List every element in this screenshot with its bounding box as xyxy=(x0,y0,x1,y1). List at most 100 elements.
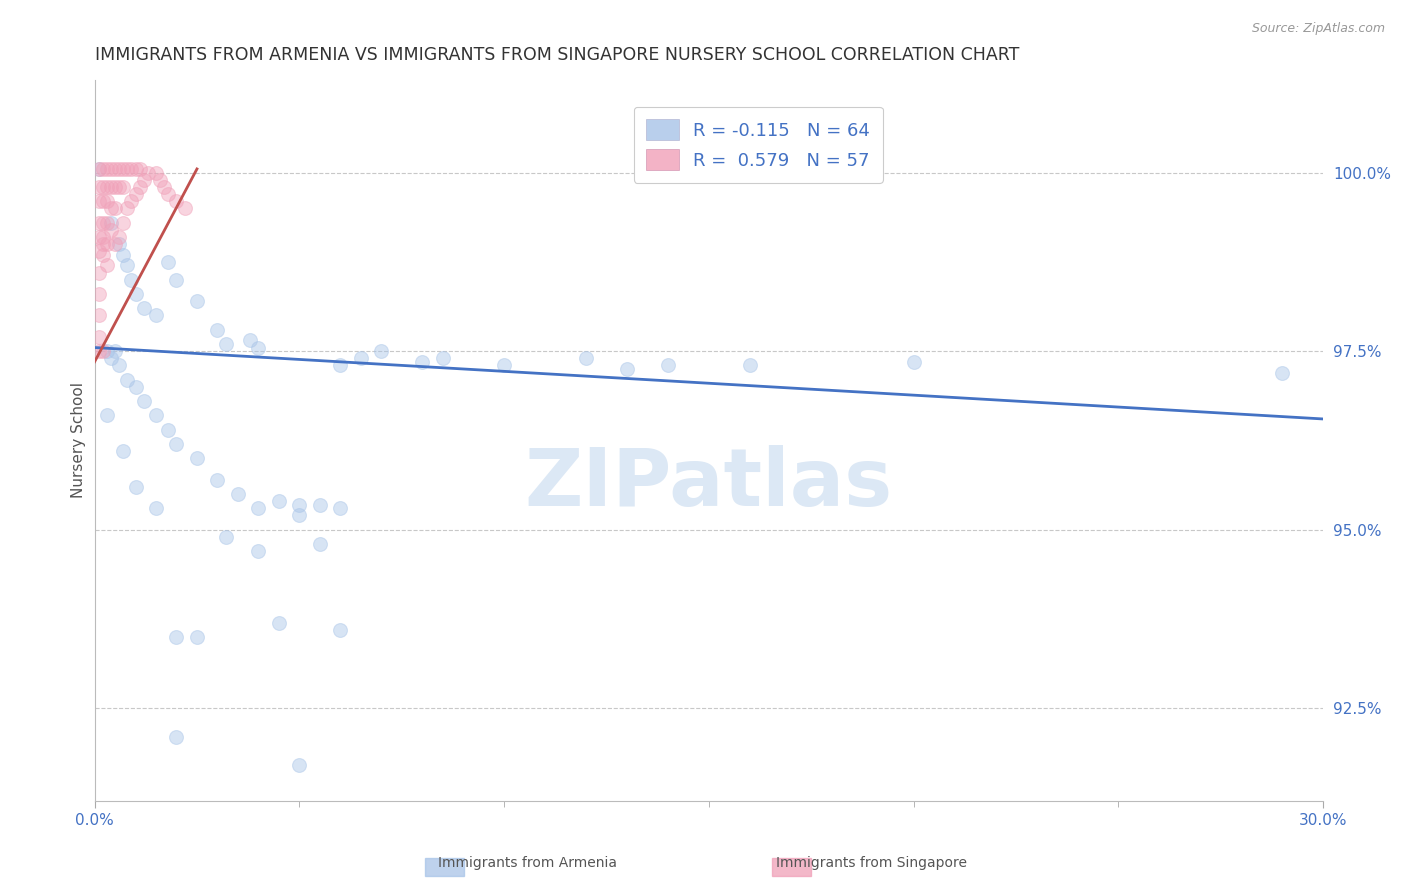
Point xyxy=(186,451,208,466)
Point xyxy=(903,355,925,369)
Point xyxy=(91,229,114,244)
Point xyxy=(350,351,373,366)
Point xyxy=(100,201,122,215)
Point xyxy=(87,309,110,323)
Text: IMMIGRANTS FROM ARMENIA VS IMMIGRANTS FROM SINGAPORE NURSERY SCHOOL CORRELATION : IMMIGRANTS FROM ARMENIA VS IMMIGRANTS FR… xyxy=(94,46,1019,64)
Point xyxy=(117,201,139,215)
Point xyxy=(166,630,188,644)
Point xyxy=(112,179,135,194)
Point xyxy=(100,222,122,236)
Point xyxy=(91,194,114,208)
Point xyxy=(288,508,311,523)
Point xyxy=(87,344,110,359)
Point xyxy=(288,758,311,772)
Point xyxy=(91,236,114,251)
Point xyxy=(108,161,131,176)
Point xyxy=(108,179,131,194)
Text: ZIPatlas: ZIPatlas xyxy=(524,445,893,523)
Point xyxy=(157,423,180,437)
Point xyxy=(91,215,114,229)
Point xyxy=(329,501,352,516)
Point xyxy=(96,161,118,176)
Legend: R = -0.115   N = 64, R =  0.579   N = 57: R = -0.115 N = 64, R = 0.579 N = 57 xyxy=(634,107,883,183)
Point xyxy=(329,623,352,637)
Point xyxy=(112,215,135,229)
Point xyxy=(247,501,270,516)
Point xyxy=(87,229,110,244)
Y-axis label: Nursery School: Nursery School xyxy=(72,383,86,499)
Point xyxy=(370,344,392,359)
Point xyxy=(149,172,172,186)
Point xyxy=(145,165,167,179)
Point xyxy=(96,344,118,359)
Text: Immigrants from Armenia: Immigrants from Armenia xyxy=(437,856,617,870)
Point xyxy=(738,359,761,373)
Point xyxy=(87,287,110,301)
Point xyxy=(145,309,167,323)
Point xyxy=(153,179,176,194)
Point xyxy=(616,362,638,376)
Point xyxy=(136,165,159,179)
Point xyxy=(247,341,270,355)
Point xyxy=(494,359,516,373)
Point xyxy=(96,179,118,194)
Point xyxy=(247,544,270,558)
Point xyxy=(104,201,127,215)
Point xyxy=(96,409,118,423)
Point xyxy=(308,498,330,512)
Point xyxy=(124,287,146,301)
Point xyxy=(104,344,127,359)
Point xyxy=(207,323,229,337)
Point xyxy=(117,259,139,273)
Point xyxy=(186,630,208,644)
Point xyxy=(91,248,114,262)
Point xyxy=(432,351,454,366)
Point xyxy=(91,179,114,194)
Point xyxy=(124,186,146,201)
Point xyxy=(166,730,188,744)
Point xyxy=(120,194,142,208)
Point xyxy=(166,437,188,451)
Point xyxy=(108,236,131,251)
Point xyxy=(87,194,110,208)
Point xyxy=(575,351,598,366)
Point xyxy=(288,498,311,512)
Point xyxy=(108,229,131,244)
Point xyxy=(124,380,146,394)
Point xyxy=(91,161,114,176)
Point xyxy=(87,330,110,344)
Point xyxy=(214,530,236,544)
Point xyxy=(166,273,188,287)
Point xyxy=(239,334,262,348)
Point xyxy=(96,194,118,208)
Point xyxy=(87,161,110,176)
Point xyxy=(87,266,110,280)
Point xyxy=(100,179,122,194)
Point xyxy=(267,615,290,630)
Point xyxy=(329,359,352,373)
Point xyxy=(226,487,249,501)
Point xyxy=(1271,366,1294,380)
Point xyxy=(87,215,110,229)
Point xyxy=(87,179,110,194)
Point xyxy=(100,161,122,176)
Point xyxy=(117,373,139,387)
Point xyxy=(267,494,290,508)
Point xyxy=(96,215,118,229)
Point xyxy=(124,480,146,494)
Point xyxy=(104,179,127,194)
Point xyxy=(96,236,118,251)
Point xyxy=(132,172,155,186)
Point xyxy=(112,444,135,458)
Point xyxy=(96,259,118,273)
Point xyxy=(100,351,122,366)
Point xyxy=(104,161,127,176)
Point xyxy=(157,186,180,201)
Point xyxy=(173,201,195,215)
Point xyxy=(132,301,155,316)
Point xyxy=(657,359,679,373)
Point xyxy=(166,194,188,208)
Point xyxy=(132,394,155,409)
Point xyxy=(104,236,127,251)
Point xyxy=(207,473,229,487)
